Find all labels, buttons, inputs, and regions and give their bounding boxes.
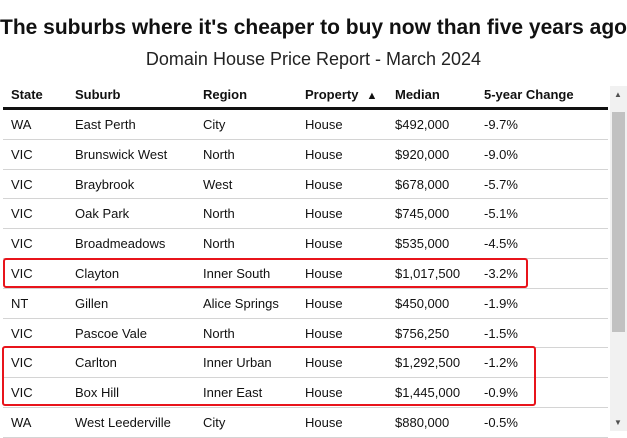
- cell-property: House: [305, 355, 343, 371]
- cell-region: North: [203, 325, 235, 341]
- table-row: VIC Broadmeadows North House $535,000 -4.5%: [3, 229, 608, 259]
- cell-suburb: East Perth: [75, 117, 136, 132]
- cell-state: VIC: [11, 385, 33, 401]
- cell-region: Alice Springs: [203, 295, 279, 311]
- cell-median: $880,000: [395, 414, 450, 430]
- table-row: WA West Leederville City House $880,000 -0.5%: [3, 408, 608, 438]
- cell-suburb: Oak Park: [75, 206, 130, 222]
- header-region[interactable]: Region: [203, 87, 248, 102]
- cell-change: -3.2%: [484, 265, 518, 281]
- scroll-down-icon[interactable]: ▼: [614, 418, 622, 427]
- cell-property: House: [305, 206, 343, 222]
- scroll-up-icon[interactable]: ▲: [614, 90, 622, 99]
- cell-state: VIC: [11, 355, 33, 371]
- cell-median: $920,000: [395, 146, 450, 162]
- table-row: VIC Brunswick West North House $920,000 -9.0%: [3, 140, 608, 170]
- cell-region: West: [203, 176, 233, 192]
- cell-change: -5.7%: [484, 176, 518, 192]
- cell-suburb: Box Hill: [75, 385, 120, 401]
- table-row: VIC Box Hill Inner East House $1,445,000 -0.9…: [3, 378, 608, 408]
- cell-property: House: [305, 117, 343, 132]
- scrollbar-thumb[interactable]: [612, 112, 625, 332]
- cell-property: House: [305, 414, 343, 430]
- cell-change: -9.7%: [484, 117, 518, 132]
- cell-change: -9.0%: [484, 146, 518, 162]
- cell-state: NT: [11, 295, 29, 311]
- cell-region: Inner South: [203, 265, 271, 281]
- table-row: VIC Clayton Inner South House $1,017,500 -3.2…: [3, 259, 608, 289]
- cell-state: VIC: [11, 146, 33, 162]
- table-row: VIC Pascoe Vale North House $756,250 -1.5%: [3, 319, 608, 349]
- cell-change: -0.9%: [484, 385, 518, 401]
- table-row: NT Gillen Alice Springs House $450,000 -1.9%: [3, 289, 608, 319]
- cell-median: $756,250: [395, 325, 450, 341]
- cell-state: WA: [11, 414, 32, 430]
- cell-region: North: [203, 236, 235, 252]
- cell-state: VIC: [11, 265, 33, 281]
- header-state[interactable]: State: [11, 87, 43, 102]
- cell-region: North: [203, 146, 235, 162]
- cell-property: House: [305, 146, 343, 162]
- header-median[interactable]: Median: [395, 87, 440, 102]
- table-row: VIC Braybrook West House $678,000 -5.7%: [3, 170, 608, 200]
- cell-change: -1.5%: [484, 325, 518, 341]
- table-row: WA East Perth City House $492,000 -9.7%: [3, 110, 608, 140]
- cell-suburb: Pascoe Vale: [75, 325, 148, 341]
- cell-change: -4.5%: [484, 236, 518, 252]
- cell-change: -1.2%: [484, 355, 518, 371]
- cell-region: North: [203, 206, 235, 222]
- cell-suburb: West Leederville: [75, 414, 171, 430]
- cell-property: House: [305, 385, 343, 401]
- cell-region: Inner East: [203, 385, 263, 401]
- cell-state: VIC: [11, 325, 33, 341]
- scrollbar[interactable]: ▲ ▼: [610, 86, 627, 431]
- cell-median: $1,292,500: [395, 355, 461, 371]
- header-change[interactable]: 5-year Change: [484, 87, 574, 102]
- header-property-label: Property: [305, 87, 359, 102]
- cell-property: House: [305, 325, 343, 341]
- cell-region: City: [203, 117, 226, 132]
- cell-suburb: Clayton: [75, 265, 120, 281]
- cell-suburb: Braybrook: [75, 176, 135, 192]
- cell-suburb: Brunswick West: [75, 146, 168, 162]
- cell-change: -1.9%: [484, 295, 518, 311]
- table-row: VIC Oak Park North House $745,000 -5.1%: [3, 199, 608, 230]
- cell-property: House: [305, 236, 343, 252]
- cell-change: -5.1%: [484, 206, 518, 222]
- cell-property: House: [305, 295, 343, 311]
- cell-change: -0.5%: [484, 414, 518, 430]
- cell-median: $535,000: [395, 236, 450, 252]
- cell-state: VIC: [11, 206, 33, 222]
- cell-property: House: [305, 265, 343, 281]
- cell-region: City: [203, 414, 226, 430]
- cell-state: VIC: [11, 176, 33, 192]
- page-subtitle: Domain House Price Report - March 2024: [145, 49, 482, 69]
- table-row: VIC Carlton Inner Urban House $1,292,500 -1.2…: [3, 348, 608, 379]
- price-table: State Suburb Region Property ▲ Median 5-y…: [3, 80, 608, 438]
- header-suburb[interactable]: Suburb: [75, 87, 121, 102]
- cell-median: $678,000: [395, 176, 450, 192]
- cell-median: $450,000: [395, 295, 450, 311]
- cell-property: House: [305, 176, 343, 192]
- cell-suburb: Carlton: [75, 355, 117, 371]
- cell-median: $492,000: [395, 117, 450, 132]
- header-property[interactable]: Property ▲: [305, 80, 377, 111]
- sort-ascending-icon: ▲: [366, 90, 378, 102]
- cell-median: $745,000: [395, 206, 450, 222]
- cell-suburb: Broadmeadows: [75, 236, 166, 252]
- cell-state: WA: [11, 117, 32, 132]
- cell-suburb: Gillen: [75, 295, 109, 311]
- cell-region: Inner Urban: [203, 355, 272, 371]
- table-header: State Suburb Region Property ▲ Median 5-y…: [3, 80, 608, 110]
- page-title: The suburbs where it's cheaper to buy no…: [0, 16, 627, 39]
- cell-state: VIC: [11, 236, 33, 252]
- cell-median: $1,017,500: [395, 265, 461, 281]
- cell-median: $1,445,000: [395, 385, 461, 401]
